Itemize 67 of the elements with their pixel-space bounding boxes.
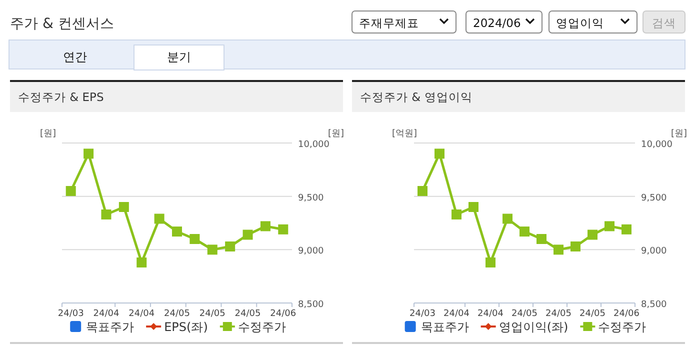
x-tick-label: 24/05 [580, 309, 606, 319]
point [588, 230, 598, 240]
point [604, 221, 614, 232]
x-tick-label: 24/05 [234, 309, 261, 319]
point [172, 226, 182, 237]
point [101, 209, 112, 220]
point [207, 244, 218, 255]
x-tick-label: 24/03 [58, 309, 84, 319]
y2-tick-label: 8,500 [641, 300, 668, 310]
y2-tick-label: 9,500 [298, 193, 324, 204]
point [190, 234, 200, 244]
x-tick-label: 24/05 [164, 309, 190, 319]
text: 분기 [167, 50, 191, 64]
point [84, 148, 94, 159]
x-tick-label: 24/06 [270, 309, 296, 319]
y2-tick-label: 8,500 [298, 300, 324, 310]
legend-label: 영업이익(좌) [498, 320, 568, 334]
text: 영업이익 [556, 16, 604, 30]
y2-tick-label: 10,000 [641, 140, 673, 150]
x-tick-label: 24/04 [93, 309, 120, 319]
y2-tick-label: 10,000 [298, 140, 330, 150]
x-tick-label: 24/05 [546, 309, 572, 319]
x-tick-label: 24/04 [128, 309, 155, 319]
point [434, 148, 444, 159]
legend-label: 목표주가 [420, 320, 469, 334]
text: 연간 [63, 50, 87, 64]
x-tick-label: 24/04 [478, 309, 504, 319]
y2-tick-label: 9,000 [298, 246, 324, 257]
legend-label: EPS(좌) [164, 320, 208, 334]
point [468, 202, 478, 212]
x-tick-label: 24/05 [199, 309, 226, 319]
point [520, 226, 530, 237]
point [502, 214, 512, 224]
point [66, 186, 76, 196]
point [242, 230, 253, 240]
point [452, 209, 462, 220]
chart-title: 수정주가 & EPS [18, 90, 104, 104]
y2-axis-title: [원] [671, 129, 688, 139]
legend-label: 수정주가 [238, 320, 286, 334]
y2-tick-label: 9,000 [641, 246, 668, 257]
text: 주가 & 컨센서스 [10, 16, 114, 32]
x-tick-label: 24/05 [512, 309, 538, 319]
x-tick-label: 24/03 [410, 309, 436, 319]
point [622, 224, 632, 234]
point [536, 234, 546, 244]
y-axis-title: [원] [40, 129, 56, 139]
x-tick-label: 24/06 [614, 309, 640, 319]
y-axis-title: [억원] [392, 129, 418, 139]
y2-tick-label: 9,500 [641, 193, 668, 204]
point [418, 186, 428, 196]
legend-label: 수정주가 [598, 320, 646, 334]
point [154, 214, 164, 224]
point [554, 244, 564, 255]
x-tick-label: 24/04 [444, 309, 470, 319]
text: 2024/06 [473, 16, 521, 30]
text: 주재무제표 [359, 16, 419, 30]
chart-title: 수정주가 & 영업이익 [360, 90, 472, 104]
legend-label: 목표주가 [86, 320, 134, 334]
point [136, 257, 147, 268]
point [570, 241, 580, 252]
point [486, 257, 496, 268]
point [260, 221, 270, 232]
y2-axis-title: [원] [328, 129, 344, 139]
point [278, 224, 288, 234]
point [225, 241, 236, 252]
text: 검색 [652, 16, 676, 30]
point [118, 202, 129, 212]
